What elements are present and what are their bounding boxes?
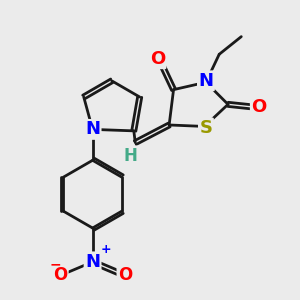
Text: +: + — [101, 243, 112, 256]
Text: O: O — [53, 266, 67, 284]
Text: S: S — [200, 119, 212, 137]
Text: H: H — [124, 147, 138, 165]
Text: N: N — [85, 253, 100, 271]
Text: N: N — [85, 120, 100, 138]
Text: N: N — [198, 72, 213, 90]
Text: O: O — [251, 98, 267, 116]
Text: O: O — [150, 50, 165, 68]
Text: −: − — [49, 257, 61, 272]
Text: O: O — [118, 266, 132, 284]
